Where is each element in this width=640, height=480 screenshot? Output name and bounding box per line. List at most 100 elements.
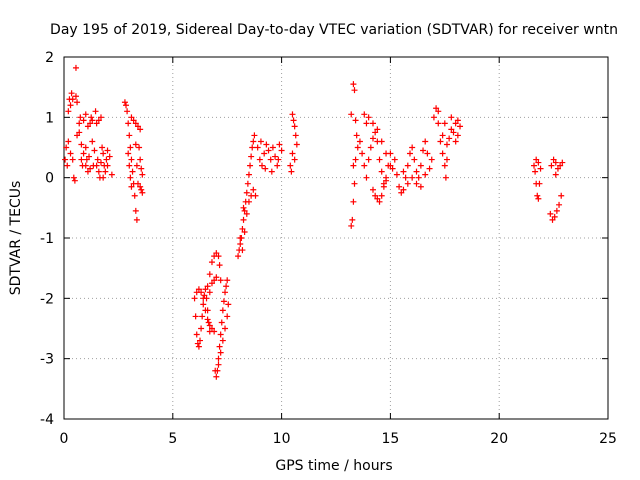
x-tick-label: 15	[381, 431, 399, 447]
y-tick-label: -4	[40, 412, 54, 428]
data-point	[361, 162, 368, 169]
data-point	[215, 355, 222, 362]
data-point	[417, 183, 424, 190]
data-point	[263, 141, 270, 148]
data-point	[200, 295, 207, 302]
data-point	[100, 174, 107, 181]
data-point	[424, 150, 431, 157]
data-point	[378, 168, 385, 175]
data-point	[136, 144, 143, 151]
data-point	[213, 250, 220, 257]
data-point	[536, 180, 543, 187]
data-point	[72, 64, 79, 71]
data-point	[220, 298, 227, 305]
data-point	[413, 180, 420, 187]
data-point	[80, 150, 87, 157]
data-point	[272, 153, 279, 160]
data-point	[127, 174, 134, 181]
data-point	[396, 183, 403, 190]
data-point	[351, 87, 358, 94]
data-point	[216, 262, 223, 269]
data-point	[250, 186, 257, 193]
data-point	[243, 189, 250, 196]
data-point	[216, 343, 223, 350]
data-point	[138, 186, 145, 193]
data-point	[249, 144, 256, 151]
data-point	[245, 171, 252, 178]
data-point	[65, 108, 72, 115]
data-point	[208, 325, 215, 332]
data-point	[129, 168, 136, 175]
data-point	[289, 111, 296, 118]
data-point	[378, 138, 385, 145]
data-point	[76, 129, 83, 136]
data-point	[200, 301, 207, 308]
data-point	[535, 159, 542, 166]
data-point	[350, 198, 357, 205]
data-point	[72, 93, 79, 100]
data-point	[417, 162, 424, 169]
data-point	[64, 162, 71, 169]
data-point	[454, 132, 461, 139]
data-point	[65, 138, 72, 145]
data-point	[265, 147, 272, 154]
data-point	[363, 120, 370, 127]
data-point	[269, 144, 276, 151]
data-point	[121, 99, 128, 106]
data-point	[240, 204, 247, 211]
data-point	[74, 99, 81, 106]
data-point	[197, 337, 203, 344]
data-point	[241, 207, 248, 214]
data-point	[224, 277, 231, 284]
data-point	[137, 156, 144, 163]
data-point	[413, 168, 420, 175]
data-point	[219, 307, 226, 314]
data-points	[62, 64, 566, 380]
data-point	[376, 198, 383, 205]
data-point	[78, 156, 85, 163]
data-point	[537, 165, 544, 172]
y-tick-label: -3	[40, 352, 54, 368]
data-point	[68, 90, 75, 97]
data-point	[404, 180, 411, 187]
data-point	[365, 114, 372, 121]
data-point	[254, 144, 261, 151]
x-tick-label: 25	[599, 431, 617, 447]
data-point	[452, 120, 459, 127]
data-point	[274, 162, 281, 169]
data-point	[288, 168, 295, 175]
data-point	[93, 162, 100, 169]
data-point	[198, 289, 205, 296]
data-point	[78, 141, 85, 148]
data-point	[348, 222, 355, 229]
data-point	[102, 168, 109, 175]
data-point	[83, 156, 90, 163]
data-point	[426, 165, 433, 172]
data-point	[441, 120, 448, 127]
data-point	[359, 150, 366, 157]
x-tick-label: 20	[490, 431, 508, 447]
data-point	[80, 117, 87, 124]
data-point	[439, 132, 446, 139]
data-point	[293, 141, 300, 148]
data-point	[389, 165, 396, 172]
data-point	[240, 216, 247, 223]
data-point	[441, 162, 448, 169]
data-point	[214, 367, 221, 374]
data-point	[192, 313, 199, 320]
data-point	[123, 102, 130, 109]
data-point	[88, 114, 95, 121]
data-point	[69, 156, 76, 163]
data-point	[443, 156, 450, 163]
data-point	[239, 247, 246, 254]
data-point	[202, 307, 209, 314]
data-point	[535, 195, 542, 202]
data-point	[125, 150, 132, 157]
data-point	[252, 192, 259, 199]
data-point	[433, 105, 440, 112]
data-point	[548, 162, 555, 169]
data-point	[69, 96, 76, 103]
data-point	[380, 183, 387, 190]
data-point	[67, 102, 74, 109]
data-point	[224, 313, 231, 320]
